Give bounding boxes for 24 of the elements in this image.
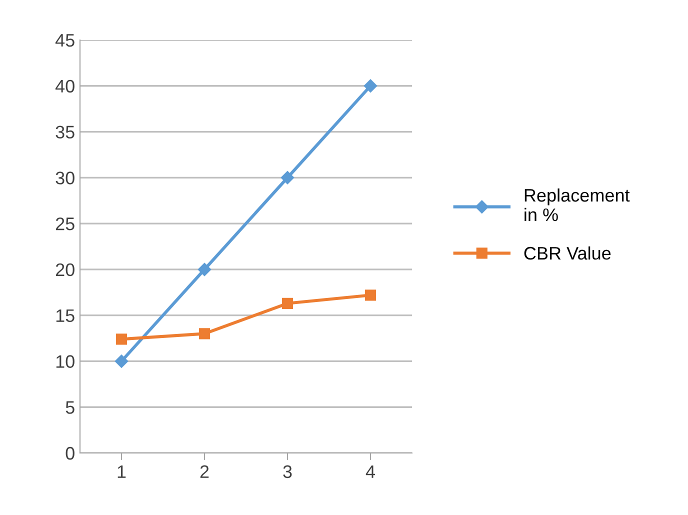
x-tick-label: 4 [366, 465, 375, 478]
point [280, 171, 294, 184]
y-tick-label: 40 [55, 80, 74, 93]
y-tick-label: 20 [56, 263, 74, 276]
legend-label: Replacement in % [524, 188, 630, 222]
y-tick-label: 15 [56, 309, 74, 322]
y-tick-label: 35 [56, 126, 74, 138]
y-tick-label: 5 [66, 401, 74, 414]
y-tick-label: 45 [55, 34, 74, 47]
y-tick-label: 30 [56, 172, 74, 184]
legend-label: CBR Value [524, 246, 611, 260]
point [198, 262, 212, 276]
y-tick-label: 25 [56, 217, 74, 230]
y-tick-label: 10 [56, 355, 74, 368]
point [364, 290, 376, 301]
x-tick-label: 3 [283, 465, 292, 478]
point [282, 298, 294, 309]
point [198, 328, 210, 340]
x-tick-label: 2 [200, 465, 209, 478]
y-tick-label: 0 [66, 446, 74, 460]
point [364, 79, 378, 92]
point [114, 354, 128, 368]
x-tick-label: 1 [118, 465, 126, 478]
point [116, 334, 128, 345]
